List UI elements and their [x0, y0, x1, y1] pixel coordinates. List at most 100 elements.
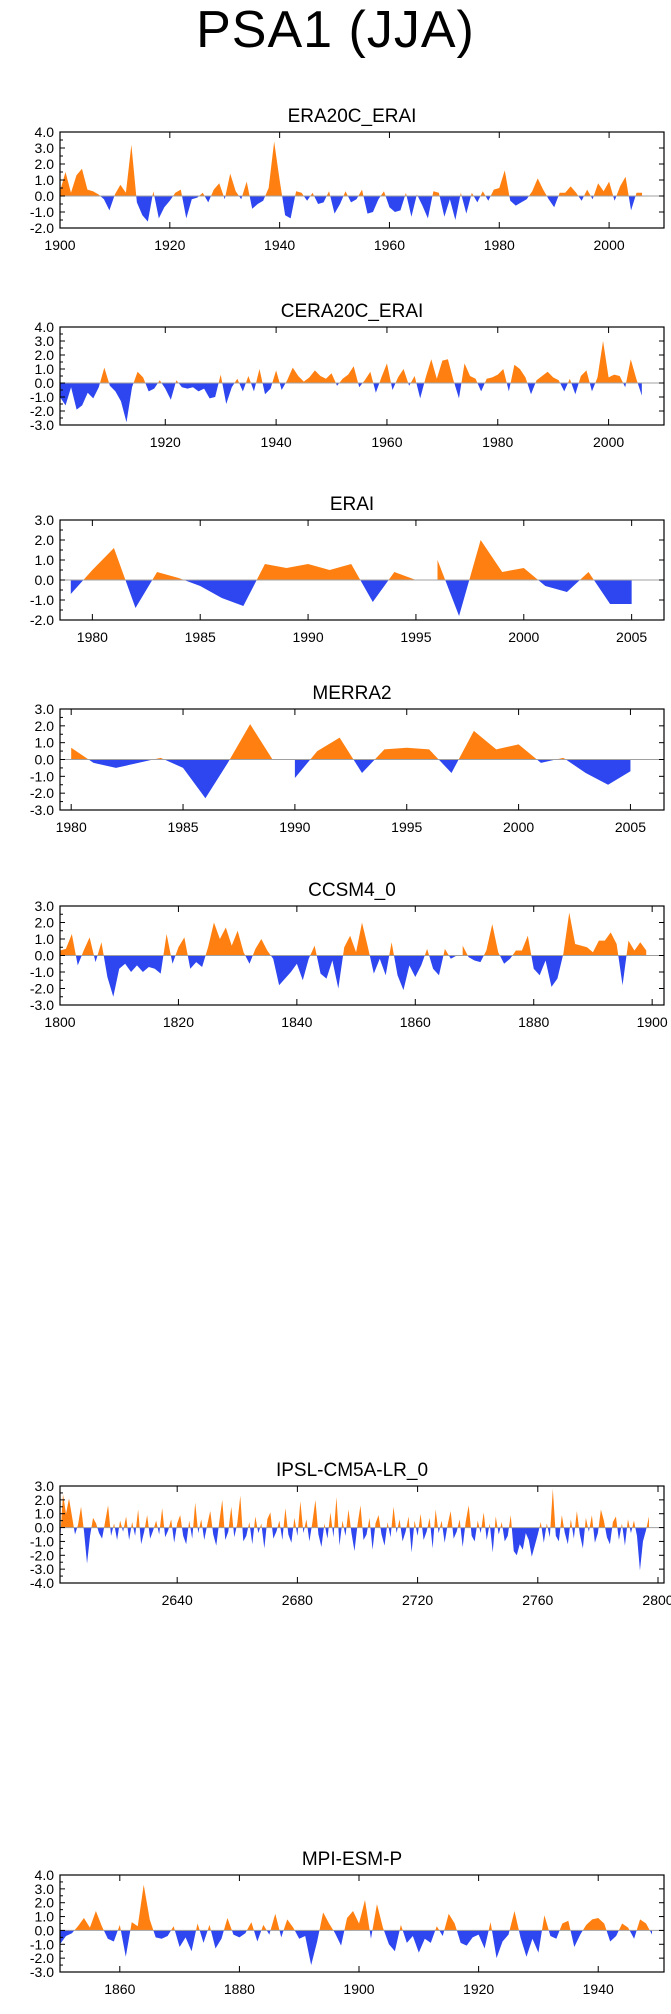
x-tick-label: 1880 — [224, 1981, 255, 1997]
x-tick-label: 2005 — [615, 819, 646, 835]
positive-anomaly-area — [60, 912, 647, 956]
positive-anomaly-area — [60, 141, 643, 196]
x-tick-label: 1900 — [637, 1014, 668, 1030]
y-tick-label: -1.0 — [30, 592, 54, 608]
y-tick-label: 3.0 — [35, 512, 55, 528]
x-tick-label: 1840 — [281, 1014, 312, 1030]
chart-title: IPSL-CM5A-LR_0 — [276, 1460, 428, 1481]
y-tick-label: 1.0 — [35, 1506, 55, 1522]
x-tick-label: 2000 — [594, 237, 625, 253]
chart-title: CCSM4_0 — [308, 880, 396, 901]
y-tick-label: 0.0 — [35, 948, 55, 964]
negative-anomaly-area — [75, 955, 627, 997]
y-tick-label: 0.0 — [35, 1520, 55, 1536]
x-tick-label: 1985 — [167, 819, 198, 835]
y-tick-label: 1.0 — [35, 552, 55, 568]
positive-anomaly-area — [60, 1488, 649, 1528]
chart-title: ERAI — [330, 494, 374, 515]
x-tick-label: 1995 — [400, 629, 431, 645]
x-tick-label: 1980 — [56, 819, 87, 835]
x-tick-label: 1980 — [77, 629, 108, 645]
y-tick-label: 1.0 — [35, 172, 55, 188]
y-tick-label: -1.0 — [30, 964, 54, 980]
y-tick-label: -3.0 — [30, 417, 54, 433]
y-tick-label: 2.0 — [35, 347, 55, 363]
x-tick-label: 1900 — [44, 237, 75, 253]
x-tick-label: 1980 — [482, 434, 513, 450]
y-tick-label: -2.0 — [30, 785, 54, 801]
chart-panel-3: 3.0 2.0 1.0 0.0 -1.0 -2.0 1980 1985 1990 1995 2000… — [30, 494, 665, 645]
x-tick-label: 2640 — [162, 1592, 193, 1608]
chart-title: MERRA2 — [312, 683, 391, 704]
x-tick-label: 1940 — [264, 237, 295, 253]
x-tick-label: 1985 — [185, 629, 216, 645]
x-tick-label: 1920 — [150, 434, 181, 450]
plot-frame — [59, 326, 665, 426]
x-tick-label: 2005 — [616, 629, 647, 645]
y-tick-label: -3.0 — [30, 802, 54, 818]
x-tick-label: 1820 — [163, 1014, 194, 1030]
x-tick-label: 2760 — [522, 1592, 553, 1608]
x-tick-label: 2720 — [402, 1592, 433, 1608]
y-tick-label: -3.0 — [30, 997, 54, 1013]
x-tick-label: 1940 — [583, 1981, 614, 1997]
y-tick-label: 2.0 — [35, 718, 55, 734]
negative-anomaly-area — [60, 1930, 653, 1966]
y-tick-label: -2.0 — [30, 981, 54, 997]
y-tick-label: -3.0 — [30, 1964, 54, 1980]
y-tick-label: -1.0 — [30, 1533, 54, 1549]
page-title: PSA1 (JJA) — [196, 1, 475, 59]
chart-panel-2: 4.03.02.01.00.0-1.0-2.0-3.0 1920 1940 1960 1… — [30, 301, 665, 450]
x-tick-label: 1960 — [371, 434, 402, 450]
y-tick-label: 2.0 — [35, 1492, 55, 1508]
y-tick-label: -2.0 — [30, 220, 54, 236]
y-tick-label: 2.0 — [35, 1895, 55, 1911]
plot-frame — [59, 519, 665, 621]
x-tick-label: 2680 — [282, 1592, 313, 1608]
y-tick-label: 0.0 — [35, 375, 55, 391]
y-tick-label: 3.0 — [35, 140, 55, 156]
chart-panel-7: 4.03.02.01.00.0-1.0-2.0-3.0 1860 1880 1900 1… — [30, 1849, 665, 1997]
x-tick-label: 1940 — [261, 434, 292, 450]
positive-anomaly-area — [74, 1884, 650, 1931]
y-tick-label: 4.0 — [35, 319, 55, 335]
x-tick-label: 1860 — [104, 1981, 135, 1997]
x-tick-label: 2800 — [642, 1592, 671, 1608]
x-tick-label: 1990 — [292, 629, 323, 645]
positive-anomaly-area — [99, 341, 638, 383]
x-tick-label: 1800 — [44, 1014, 75, 1030]
y-tick-label: 2.0 — [35, 532, 55, 548]
negative-anomaly-area — [60, 1527, 647, 1571]
y-tick-label: -2.0 — [30, 403, 54, 419]
x-tick-label: 2000 — [503, 819, 534, 835]
chart-title: MPI-ESM-P — [302, 1849, 402, 1870]
positive-anomaly-area — [83, 540, 594, 580]
y-tick-label: 3.0 — [35, 333, 55, 349]
x-tick-label: 1900 — [343, 1981, 374, 1997]
negative-anomaly-area — [70, 580, 632, 616]
y-tick-label: 1.0 — [35, 361, 55, 377]
y-tick-label: 3.0 — [35, 1881, 55, 1897]
y-tick-label: 3.0 — [35, 898, 55, 914]
y-tick-label: -2.0 — [30, 612, 54, 628]
plot-frame — [59, 131, 665, 229]
x-tick-label: 1920 — [463, 1981, 494, 1997]
y-tick-label: 0.0 — [35, 1922, 55, 1938]
x-tick-label: 1995 — [391, 819, 422, 835]
negative-anomaly-area — [60, 383, 642, 423]
y-tick-label: -1.0 — [30, 1936, 54, 1952]
y-tick-label: -1.0 — [30, 768, 54, 784]
y-tick-label: 4.0 — [35, 1867, 55, 1883]
y-tick-label: 1.0 — [35, 1909, 55, 1925]
y-tick-label: -4.0 — [30, 1575, 54, 1591]
y-tick-label: 1.0 — [35, 931, 55, 947]
x-tick-label: 1990 — [279, 819, 310, 835]
x-tick-label: 2000 — [593, 434, 624, 450]
x-tick-label: 1960 — [374, 237, 405, 253]
chart-title: CERA20C_ERAI — [281, 301, 424, 322]
y-tick-label: -2.0 — [30, 1547, 54, 1563]
y-tick-label: 1.0 — [35, 735, 55, 751]
